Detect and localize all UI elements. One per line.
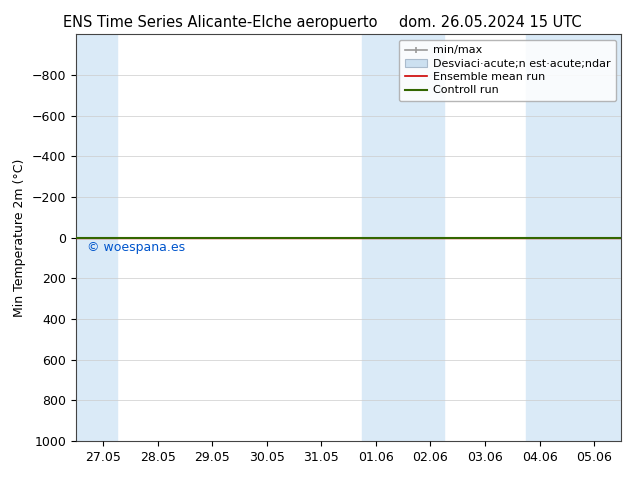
Text: © woespana.es: © woespana.es xyxy=(87,241,185,254)
Text: dom. 26.05.2024 15 UTC: dom. 26.05.2024 15 UTC xyxy=(399,15,582,30)
Legend: min/max, Desviaci·acute;n est·acute;ndar, Ensemble mean run, Controll run: min/max, Desviaci·acute;n est·acute;ndar… xyxy=(399,40,616,101)
Y-axis label: Min Temperature 2m (°C): Min Temperature 2m (°C) xyxy=(13,158,26,317)
Bar xyxy=(76,34,117,441)
Text: ENS Time Series Alicante-Elche aeropuerto: ENS Time Series Alicante-Elche aeropuert… xyxy=(63,15,378,30)
Bar xyxy=(362,34,444,441)
Bar xyxy=(526,34,621,441)
